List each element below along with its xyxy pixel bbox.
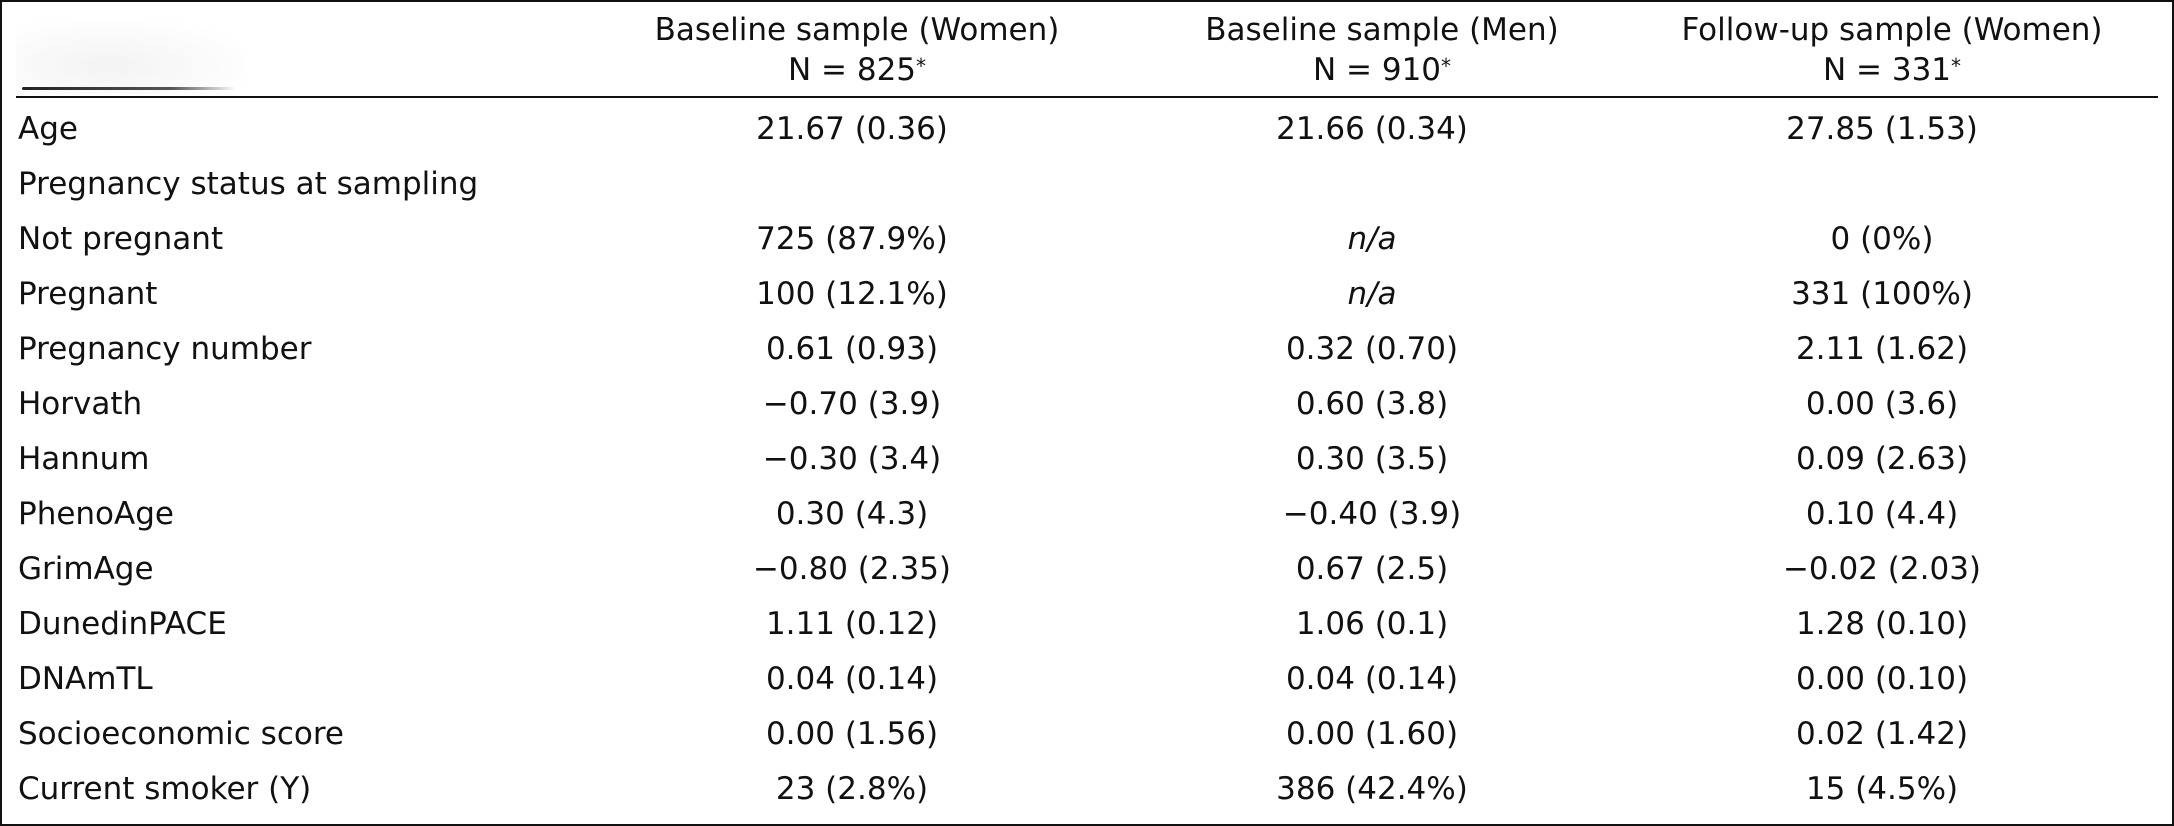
row-label: Age [18,111,78,147]
cell-value: −0.40 (3.9) [1282,496,1462,532]
table-row: Age 21.67 (0.36) 21.66 (0.34) 27.85 (1.5… [2,102,2172,157]
column-title: Baseline sample (Men) [1205,12,1559,48]
table-row: Socioeconomic score 0.00 (1.56) 0.00 (1.… [2,707,2172,762]
header-rule [16,96,2158,98]
cell-value: 0.61 (0.93) [765,331,939,367]
row-label: Current smoker (Y) [18,771,312,807]
cell-value: 2.11 (1.62) [1795,331,1969,367]
row-label: Pregnant [18,276,158,312]
cell-value: 331 (100%) [1791,276,1973,312]
row-label: Not pregnant [18,221,224,257]
column-n: N = 331 [1822,52,1952,88]
cell-value: 0.04 (0.14) [1285,661,1459,697]
cell-value: 0.00 (0.10) [1795,661,1969,697]
cell-value: 0.32 (0.70) [1285,331,1459,367]
column-n: N = 825 [787,52,917,88]
footnote-mark: * [1441,54,1452,78]
cell-value: −0.70 (3.9) [762,386,942,422]
row-label: PhenoAge [18,496,174,532]
table-row: Pregnancy number 0.61 (0.93) 0.32 (0.70)… [2,322,2172,377]
cell-value: 0.00 (1.60) [1285,716,1459,752]
table-row: DNAmTL 0.04 (0.14) 0.04 (0.14) 0.00 (0.1… [2,652,2172,707]
column-header-baseline-men: Baseline sample (Men) N = 910* [1142,10,1622,90]
footnote-mark: * [916,54,927,78]
row-label: Pregnancy status at sampling [18,166,479,202]
column-title: Follow-up sample (Women) [1681,12,2103,48]
cell-value: −0.02 (2.03) [1782,551,1982,587]
cell-value: 0.09 (2.63) [1795,441,1969,477]
cell-value: 15 (4.5%) [1805,771,1959,807]
cell-value: 0.04 (0.14) [765,661,939,697]
cell-value: 21.66 (0.34) [1276,111,1468,147]
table-row: Not pregnant 725 (87.9%) n/a 0 (0%) [2,212,2172,267]
footnote-mark: * [1951,54,1962,78]
cell-value: −0.80 (2.35) [752,551,952,587]
table-row: DunedinPACE 1.11 (0.12) 1.06 (0.1) 1.28 … [2,597,2172,652]
cell-value: 0 (0%) [1830,221,1934,257]
table-row: Current smoker (Y) 23 (2.8%) 386 (42.4%)… [2,762,2172,817]
cell-value: 1.06 (0.1) [1295,606,1449,642]
row-label: Pregnancy number [18,331,312,367]
table-row: PhenoAge 0.30 (4.3) −0.40 (3.9) 0.10 (4.… [2,487,2172,542]
column-header-baseline-women: Baseline sample (Women) N = 825* [592,10,1122,90]
table-row: Pregnant 100 (12.1%) n/a 331 (100%) [2,267,2172,322]
cell-value: 1.11 (0.12) [765,606,939,642]
cell-value: 0.00 (1.56) [765,716,939,752]
cell-value: 0.00 (3.6) [1805,386,1959,422]
table-row: GrimAge −0.80 (2.35) 0.67 (2.5) −0.02 (2… [2,542,2172,597]
cell-value: n/a [1347,276,1397,312]
row-label: DunedinPACE [18,606,227,642]
cell-value: 0.30 (4.3) [775,496,929,532]
row-label: GrimAge [18,551,154,587]
column-header-followup-women: Follow-up sample (Women) N = 331* [1642,10,2142,90]
table-row: Horvath −0.70 (3.9) 0.60 (3.8) 0.00 (3.6… [2,377,2172,432]
cell-value: 0.02 (1.42) [1795,716,1969,752]
column-title: Baseline sample (Women) [654,12,1060,48]
cell-value: 0.10 (4.4) [1805,496,1959,532]
cell-value: 100 (12.1%) [756,276,948,312]
cell-value: 725 (87.9%) [756,221,948,257]
blurred-logo [16,22,246,94]
row-label: Horvath [18,386,143,422]
cell-value: 23 (2.8%) [775,771,929,807]
table-row: Hannum −0.30 (3.4) 0.30 (3.5) 0.09 (2.63… [2,432,2172,487]
row-label: Socioeconomic score [18,716,344,752]
cell-value: 21.67 (0.36) [756,111,948,147]
table-row: Pregnancy status at sampling [2,157,2172,212]
cell-value: 386 (42.4%) [1276,771,1468,807]
cell-value: 27.85 (1.53) [1786,111,1978,147]
cell-value: 0.60 (3.8) [1295,386,1449,422]
cell-value: n/a [1347,221,1397,257]
cell-value: 0.67 (2.5) [1295,551,1449,587]
row-label: Hannum [18,441,150,477]
column-n: N = 910 [1312,52,1442,88]
cell-value: 0.30 (3.5) [1295,441,1449,477]
cell-value: −0.30 (3.4) [762,441,942,477]
cell-value: 1.28 (0.10) [1795,606,1969,642]
row-label: DNAmTL [18,661,153,697]
